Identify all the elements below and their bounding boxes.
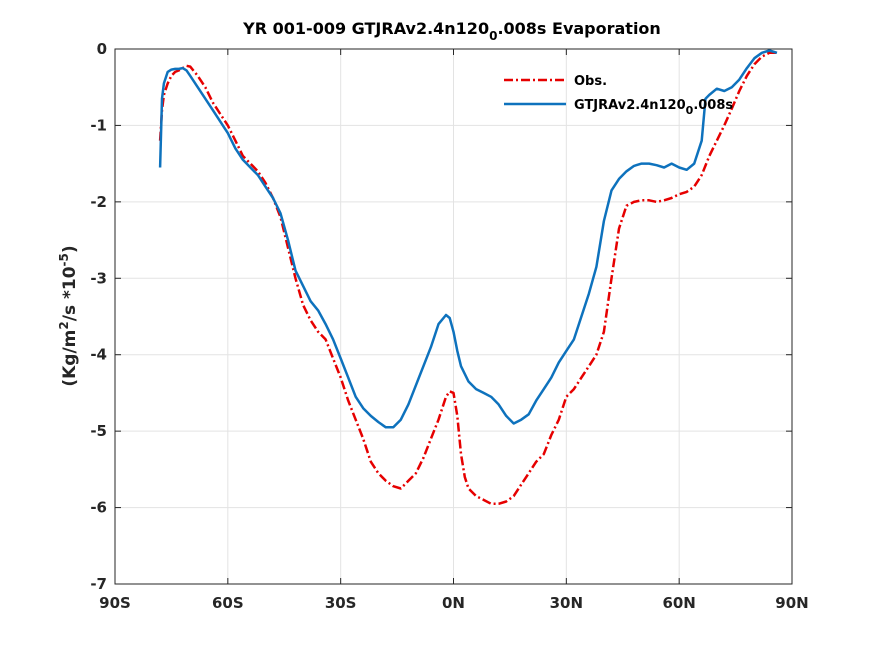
y-tick-label: -4 <box>90 346 107 364</box>
chart-title: YR 001-009 GTJRAv2.4n1200.008s Evaporati… <box>242 19 661 43</box>
series-lines <box>158 49 778 506</box>
x-tick-label: 30S <box>325 594 357 612</box>
y-tick-label: -3 <box>90 269 107 287</box>
x-tick-label: 60N <box>662 594 695 612</box>
y-tick-label: -2 <box>90 193 107 211</box>
y-tick-label: -1 <box>90 116 107 134</box>
x-tick-label: 30N <box>550 594 583 612</box>
y-tick-label: 0 <box>97 40 107 58</box>
y-tick-label: -6 <box>90 499 107 517</box>
series-line-model <box>158 49 778 429</box>
legend-label-obs: Obs. <box>574 74 607 89</box>
y-tick-label: -5 <box>90 422 107 440</box>
x-ticks: 90S 60S 30S 0N 30N 60N 90N <box>99 49 809 612</box>
x-tick-label: 60S <box>212 594 244 612</box>
y-ticks: 0 -1 -2 -3 -4 -5 -6 -7 <box>90 40 792 593</box>
x-tick-label: 0N <box>442 594 465 612</box>
y-axis-label: (Kg/m2/s *10-5) <box>57 245 80 386</box>
x-tick-label: 90N <box>775 594 808 612</box>
x-tick-label: 90S <box>99 594 131 612</box>
legend: Obs. GTJRAv2.4n1200.008s <box>504 74 733 117</box>
y-tick-label: -7 <box>90 575 107 593</box>
series-line-obs <box>158 51 777 506</box>
legend-label-model: GTJRAv2.4n1200.008s <box>574 98 733 117</box>
